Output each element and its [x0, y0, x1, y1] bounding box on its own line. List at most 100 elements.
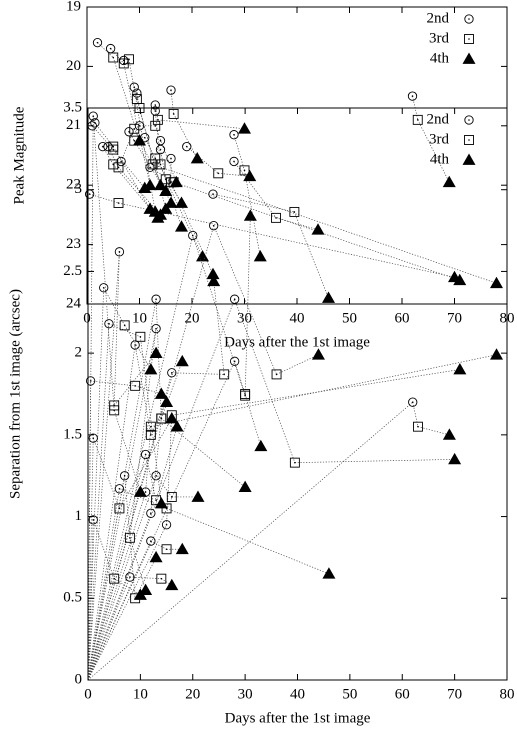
- point-dot: [159, 163, 162, 166]
- point-dot: [159, 148, 162, 151]
- point: [462, 52, 476, 64]
- point: [124, 54, 134, 65]
- point-box: [113, 198, 124, 208]
- point-dot: [155, 327, 157, 330]
- point-box: [155, 159, 166, 170]
- point-dot: [165, 523, 168, 526]
- point-dot: [160, 417, 163, 420]
- x-tick-label: 40: [290, 310, 305, 326]
- connector: [154, 110, 161, 165]
- point: [124, 532, 135, 543]
- x-tick-label: 0: [83, 310, 91, 326]
- connector: [87, 361, 235, 681]
- connector: [87, 323, 110, 681]
- point: [322, 291, 335, 303]
- connector: [87, 454, 146, 681]
- connector: [94, 122, 114, 147]
- point-dot: [118, 251, 121, 253]
- point-dot: [185, 145, 188, 148]
- connector: [276, 354, 319, 375]
- connector: [87, 225, 215, 681]
- point: [453, 273, 467, 286]
- point-box: [108, 159, 119, 170]
- connector: [161, 578, 172, 586]
- connector: [113, 251, 120, 406]
- connector: [107, 146, 119, 168]
- point-dot: [88, 193, 91, 195]
- x-tick-label: 60: [395, 310, 410, 326]
- point: [169, 175, 183, 188]
- point-dot: [294, 461, 296, 464]
- point: [135, 331, 146, 342]
- point: [129, 82, 139, 92]
- point: [219, 369, 230, 380]
- y-tick-label: 24: [66, 295, 82, 311]
- x-tick-label: 20: [185, 310, 200, 326]
- point-ring: [155, 144, 166, 155]
- point: [462, 153, 476, 165]
- point-dot: [212, 224, 215, 227]
- connector: [150, 402, 167, 436]
- point: [464, 14, 474, 24]
- point: [147, 159, 158, 170]
- point: [139, 583, 153, 595]
- point-box: [108, 52, 119, 63]
- point-ring: [166, 85, 176, 95]
- connector: [87, 328, 157, 681]
- point-dot: [144, 453, 147, 456]
- point-box: [109, 573, 120, 584]
- point: [311, 223, 325, 235]
- point: [464, 115, 474, 125]
- point-dot: [133, 127, 136, 130]
- point: [442, 428, 456, 440]
- point-ring: [161, 520, 172, 530]
- point: [289, 457, 300, 468]
- point-ring: [103, 141, 113, 152]
- connector: [112, 146, 151, 210]
- connector: [136, 93, 140, 109]
- point-ring: [151, 323, 161, 334]
- connector: [124, 475, 136, 599]
- point-box: [150, 153, 161, 164]
- point: [175, 354, 189, 367]
- point: [149, 550, 163, 563]
- point: [239, 165, 250, 176]
- point-dot: [113, 404, 115, 407]
- point-dot: [123, 474, 126, 477]
- point: [243, 209, 257, 221]
- connector: [140, 336, 162, 504]
- y-tick-label: 2.5: [63, 263, 82, 279]
- point: [132, 88, 142, 98]
- point-ring: [229, 294, 240, 304]
- point: [159, 202, 173, 214]
- point-dot: [154, 125, 157, 127]
- point-box: [168, 108, 179, 119]
- legend-label: 4th: [430, 50, 450, 66]
- point-dot: [172, 113, 175, 115]
- point: [109, 400, 120, 411]
- connector: [97, 42, 114, 58]
- point: [150, 153, 161, 164]
- legend-label: 3rd: [429, 131, 449, 147]
- connector: [150, 540, 167, 550]
- point-box: [160, 174, 171, 185]
- point: [108, 52, 119, 63]
- connector: [87, 401, 413, 681]
- point-dot: [170, 157, 172, 160]
- x-tick-label: 80: [500, 686, 515, 702]
- point: [133, 485, 147, 497]
- point-ring: [464, 115, 474, 125]
- point-box: [145, 421, 156, 432]
- point: [140, 449, 151, 460]
- connector: [134, 557, 157, 599]
- point: [144, 362, 158, 375]
- y-tick-label: 22: [66, 177, 81, 193]
- connector: [150, 354, 497, 428]
- point: [243, 169, 257, 182]
- connector: [87, 299, 235, 681]
- legend-label: 3rd: [429, 30, 449, 46]
- connector: [233, 134, 245, 171]
- point-dot: [468, 38, 470, 40]
- point-ring: [88, 111, 98, 121]
- point-dot: [275, 217, 277, 219]
